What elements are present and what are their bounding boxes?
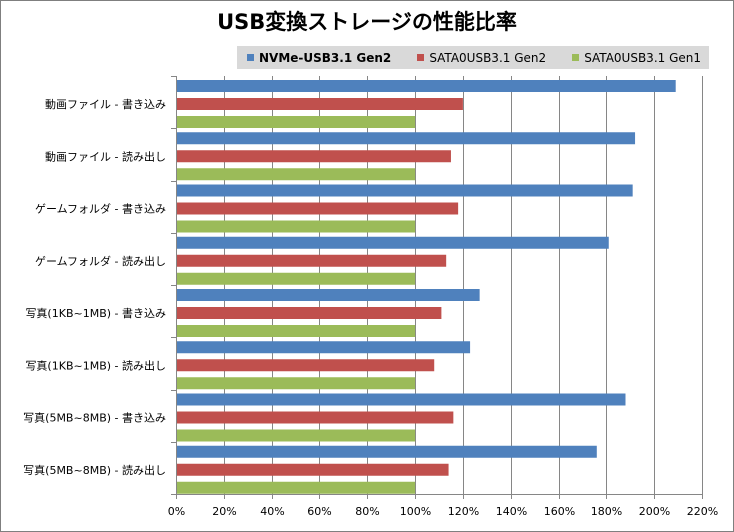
legend-item-sata-gen1: SATA0USB3.1 Gen1: [572, 51, 701, 65]
x-tick-label: 0%: [168, 505, 185, 518]
bar: [177, 325, 416, 337]
chart-title: USB変換ストレージの性能比率: [217, 10, 517, 34]
bar: [177, 80, 676, 92]
bar: [177, 393, 626, 406]
bar: [177, 481, 416, 494]
category-label: 動画ファイル - 書き込み: [45, 97, 166, 111]
x-tick-label: 180%: [591, 505, 622, 518]
bar: [177, 220, 416, 233]
x-tick-label: 20%: [212, 505, 236, 518]
bar: [177, 236, 609, 249]
bar: [177, 377, 416, 390]
category-label: 動画ファイル - 読み出し: [45, 149, 166, 163]
bar: [177, 116, 416, 128]
bar: [177, 445, 597, 458]
category-label: ゲームフォルダ - 読み出し: [35, 254, 166, 268]
bar: [177, 359, 435, 372]
category-label: ゲームフォルダ - 書き込み: [35, 202, 166, 216]
legend-label-sata-gen1: SATA0USB3.1 Gen1: [584, 50, 701, 65]
bar: [177, 98, 463, 110]
bar: [177, 168, 416, 181]
bar: [177, 289, 480, 301]
bar: [177, 272, 416, 285]
x-tick-label: 40%: [260, 505, 284, 518]
legend-swatch-sata-gen1: [572, 54, 580, 61]
x-tick-label: 160%: [544, 505, 575, 518]
bar: [177, 411, 454, 424]
bar: [177, 463, 449, 476]
category-label: 写真(1KB~1MB) - 書き込み: [25, 306, 166, 320]
legend-swatch-nvme-gen2: [247, 54, 254, 61]
bar: [177, 184, 633, 197]
legend-item-nvme-gen2: NVMe-USB3.1 Gen2: [247, 51, 391, 65]
x-tick-label: 220%: [687, 505, 718, 518]
x-tick-label: 100%: [400, 505, 431, 518]
x-tick-label: 120%: [448, 505, 479, 518]
category-label: 写真(1KB~1MB) - 読み出し: [25, 358, 166, 372]
bar: [177, 132, 636, 145]
bar: [177, 150, 451, 163]
bar: [177, 341, 471, 354]
legend-label-sata-gen2: SATA0USB3.1 Gen2: [429, 50, 547, 65]
bar: [177, 254, 447, 267]
bar: [177, 429, 416, 442]
legend-item-sata-gen2: SATA0USB3.1 Gen2: [417, 51, 546, 65]
x-tick-label: 60%: [307, 505, 331, 518]
x-tick-label: 200%: [639, 505, 670, 518]
x-tick-label: 140%: [496, 505, 527, 518]
bar: [177, 202, 459, 215]
category-label: 写真(5MB~8MB) - 書き込み: [23, 411, 166, 425]
bar: [177, 307, 442, 319]
category-label: 写真(5MB~8MB) - 読み出し: [23, 463, 166, 477]
legend-label-nvme-gen2: NVMe-USB3.1 Gen2: [259, 50, 392, 65]
x-tick-label: 80%: [355, 505, 379, 518]
legend: NVMe-USB3.1 Gen2 SATA0USB3.1 Gen2 SATA0U…: [237, 46, 709, 69]
legend-swatch-sata-gen2: [417, 54, 425, 61]
